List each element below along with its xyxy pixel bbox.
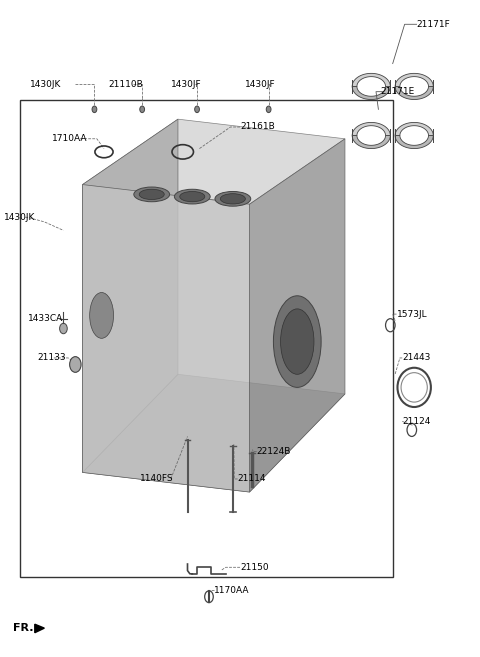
Ellipse shape xyxy=(90,292,114,338)
Ellipse shape xyxy=(220,194,245,204)
Text: 1430JF: 1430JF xyxy=(245,80,276,89)
Text: 1430JF: 1430JF xyxy=(171,80,202,89)
Polygon shape xyxy=(395,87,433,99)
Circle shape xyxy=(60,323,67,334)
Polygon shape xyxy=(395,122,433,135)
Polygon shape xyxy=(352,135,390,148)
Text: 21171F: 21171F xyxy=(417,20,450,29)
Text: 21110B: 21110B xyxy=(109,80,144,89)
Ellipse shape xyxy=(174,189,210,204)
Text: 1430JK: 1430JK xyxy=(30,80,61,89)
Polygon shape xyxy=(83,185,250,492)
Ellipse shape xyxy=(134,187,169,202)
Polygon shape xyxy=(395,74,433,87)
Ellipse shape xyxy=(139,189,164,200)
Text: 1140FS: 1140FS xyxy=(140,474,173,484)
Text: 21443: 21443 xyxy=(402,353,431,363)
Text: 21161B: 21161B xyxy=(240,122,275,131)
Text: 21133: 21133 xyxy=(37,353,66,363)
Polygon shape xyxy=(83,374,345,492)
Ellipse shape xyxy=(215,191,251,206)
Text: 1573JL: 1573JL xyxy=(396,309,427,319)
Text: 21150: 21150 xyxy=(240,563,269,572)
Text: 1433CA: 1433CA xyxy=(28,314,63,323)
Polygon shape xyxy=(352,87,390,99)
Polygon shape xyxy=(250,139,345,492)
Text: 1430JK: 1430JK xyxy=(4,213,35,222)
Text: FR.: FR. xyxy=(13,623,34,633)
Text: 21124: 21124 xyxy=(402,417,431,426)
Polygon shape xyxy=(352,74,390,87)
Text: 1710AA: 1710AA xyxy=(51,134,87,143)
Polygon shape xyxy=(395,135,433,148)
Circle shape xyxy=(140,106,144,112)
Polygon shape xyxy=(83,119,178,472)
Polygon shape xyxy=(83,119,345,204)
Text: 22124B: 22124B xyxy=(257,447,291,456)
Text: 21171E: 21171E xyxy=(381,87,415,96)
Ellipse shape xyxy=(274,296,321,388)
Circle shape xyxy=(92,106,97,112)
Ellipse shape xyxy=(281,309,314,374)
Circle shape xyxy=(195,106,199,112)
Circle shape xyxy=(266,106,271,112)
Ellipse shape xyxy=(180,191,205,202)
Polygon shape xyxy=(352,122,390,135)
Circle shape xyxy=(70,357,81,373)
Text: 1170AA: 1170AA xyxy=(214,585,249,595)
Polygon shape xyxy=(35,624,44,633)
Text: 21114: 21114 xyxy=(238,474,266,484)
